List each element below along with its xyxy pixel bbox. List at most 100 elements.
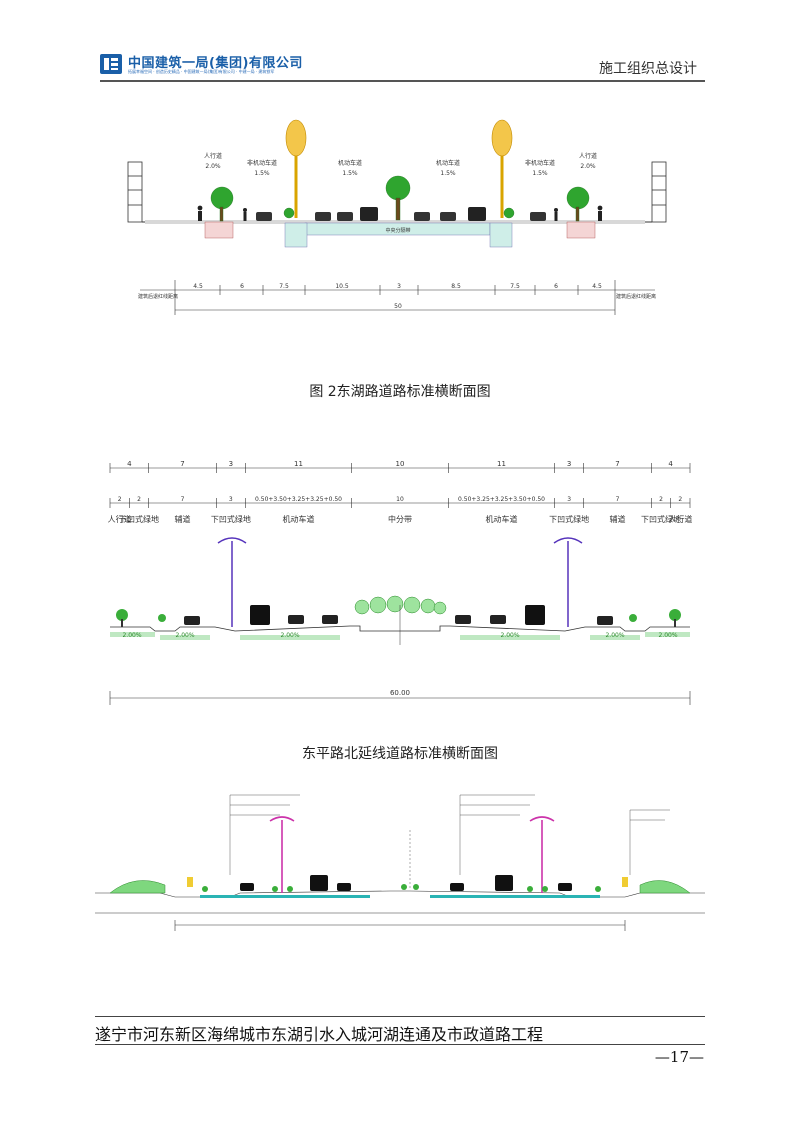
zone-label-3: 辅道 [175,514,191,524]
zone-label-7: 机动车道 [486,514,518,524]
zone-label-6: 中分带 [388,514,412,524]
zone-label-9: 辅道 [610,514,626,524]
footer-rule [95,1016,705,1017]
company-tagline: 拓展幸福空间 · 创造历史精品 · 中国建筑一局(集团)有限公司 · 中建一局 … [128,69,275,74]
street-lamp-right-icon [491,119,513,218]
label-slope-motor-right: 1.5% [440,170,456,177]
dim-total: 50 [394,303,402,310]
note-left: 建筑后退红线距离 [138,293,178,300]
note-right: 建筑后退红线距离 [616,293,656,300]
footer-rule-2 [95,1044,705,1045]
street-lamp-left-icon [285,119,307,218]
top-dim-3: 3 [229,460,233,468]
sub-dim-1: 2 [118,496,122,503]
zone-label-4: 下凹式绿地 [211,514,251,524]
figure2-caption: 东平路北延线道路标准横断面图 [302,746,498,762]
project-title: 遂宁市河东新区海绵城市东湖引水入城河湖连通及市政道路工程 [95,1025,544,1044]
page-number: —17— [654,1048,704,1066]
top-dim-7: 3 [567,460,571,468]
dim-6: 8.5 [451,283,461,290]
top-dim-4: 11 [294,460,303,468]
label-sidewalk-right: 人行道 [579,152,597,160]
figure-third-cross-section [95,794,705,931]
label-motor-right: 机动车道 [436,159,460,167]
label-bike-left: 非机动车道 [247,159,277,167]
label-slope-bike-right: 1.5% [532,170,548,177]
sub-dim-7: 0.50+3.25+3.25+3.50+0.50 [458,496,545,503]
channel-strip [200,895,600,898]
company-name: 中国建筑一局(集团)有限公司 [128,56,303,71]
zone-label-8: 下凹式绿地 [549,514,589,524]
zone-label-1: 人行道 [108,514,132,524]
pedestrian-icon [197,205,603,221]
slope-label-4: 2.00% [500,632,519,639]
mound-icon [109,880,691,894]
bus-icon [360,207,486,221]
label-slope-left: 2.0% [205,163,221,170]
slope-label-1: 2.00% [122,632,141,639]
sign-icon [187,877,628,887]
slope-strips [110,632,690,640]
document-title: 施工组织总设计 [599,61,697,77]
vehicle-icon [240,875,572,891]
top-dim-8: 7 [615,460,619,468]
page-header: 中国建筑一局(集团)有限公司 拓展幸福空间 · 创造历史精品 · 中国建筑一局(… [100,50,705,82]
sub-dim-10: 2 [659,496,663,503]
dim-7: 7.5 [510,283,520,290]
sub-dim-6: 10 [396,496,404,503]
slope-label-6: 2.00% [658,632,677,639]
zone-label-10: 下凹式绿地 [641,514,681,524]
sub-dim-4: 3 [229,496,233,503]
car-icon [256,212,546,221]
top-dimension-line [109,467,691,705]
slope-label-5: 2.00% [605,632,624,639]
label-sidewalk-left: 人行道 [204,152,222,160]
label-slope-bike-left: 1.5% [254,170,270,177]
dim-8: 6 [554,283,558,290]
road-surface [145,220,645,224]
sub-dim-2: 2 [137,496,141,503]
label-median: 中央分隔带 [385,227,410,234]
side-tree-icon [116,609,681,627]
zone-label-2: 下凹式绿地 [119,514,159,524]
top-dim-2: 7 [180,460,184,468]
figure-dongping-cross-section: 4 7 3 11 10 11 3 7 4 2 2 7 3 0.50+3.50+3.25+3.25+0.5… [108,460,692,705]
callout-lines [229,794,670,890]
top-dim-1: 4 [127,460,132,468]
dimension-lines [140,280,655,315]
dim-1: 4.5 [193,283,203,290]
slope-label-2: 2.00% [175,632,194,639]
company-logo [100,54,122,74]
total-width: 60.00 [390,689,410,697]
dim-2: 6 [240,283,244,290]
street-lamp-icon [269,816,555,893]
car-icon [184,615,613,625]
tree-icon [210,175,590,222]
top-dim-9: 4 [668,460,673,468]
dim-9: 4.5 [592,283,602,290]
sub-dim-11: 2 [678,496,682,503]
building-right-icon [651,161,667,223]
median-tree-icon [354,595,447,645]
street-lamp-icon [217,537,583,627]
sub-dim-5: 0.50+3.50+3.25+3.25+0.50 [255,496,342,503]
figure-donghu-cross-section: 人行道 2.0% 非机动车道 1.5% 机动车道 1.5% 机动车道 1.5% … [127,119,667,315]
dim-5: 3 [397,283,401,290]
top-dim-6: 11 [497,460,506,468]
zone-label-5: 机动车道 [283,514,315,524]
dim-3: 7.5 [279,283,289,290]
sub-dim-9: 7 [616,496,620,503]
label-motor-left: 机动车道 [338,159,362,167]
building-left-icon [127,161,143,223]
dim-4: 10.5 [335,283,349,290]
top-dim-5: 10 [396,460,405,468]
label-slope-motor-left: 1.5% [342,170,358,177]
road-profile [95,890,705,931]
zone-label-11: 人行道 [668,514,692,524]
label-bike-right: 非机动车道 [525,159,555,167]
sub-dim-3: 7 [181,496,185,503]
figure1-caption: 图 2东湖路道路标准横断面图 [309,384,491,400]
sub-dim-8: 3 [567,496,571,503]
shrub-icon [202,884,601,892]
